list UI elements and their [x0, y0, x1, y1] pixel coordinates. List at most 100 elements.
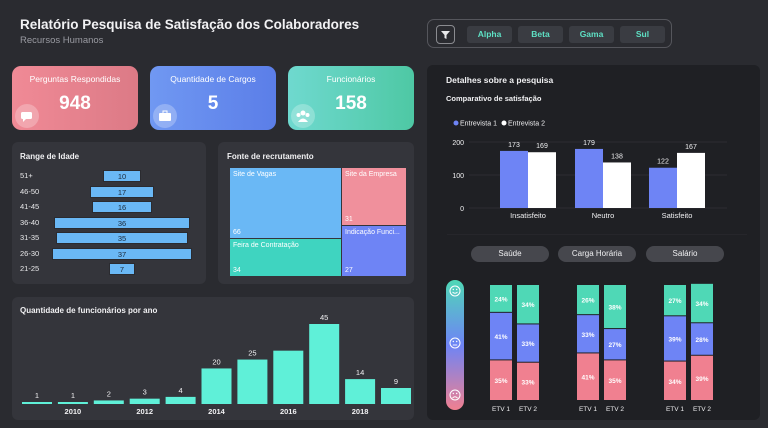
- sad-face-icon: [449, 389, 461, 401]
- legend-label: Entrevista 1: [460, 121, 497, 128]
- age-bar[interactable]: 35: [55, 232, 189, 244]
- comparison-bar-label: 167: [685, 144, 697, 151]
- age-bar[interactable]: 17: [89, 185, 155, 198]
- comparison-bar: [677, 152, 705, 208]
- year-tick-label: 2014: [208, 407, 226, 416]
- comparison-chart: Entrevista 1 Entrevista 2 0 100 200 173 169 Ins…: [447, 120, 747, 235]
- stacked-segment: [664, 361, 686, 400]
- treemap-site-vagas[interactable]: Site de Vagas 66: [230, 168, 341, 238]
- treemap-site-empresa[interactable]: Site da Empresa 31: [342, 168, 406, 225]
- page-subtitle: Recursos Humanos: [20, 35, 104, 46]
- age-bar[interactable]: 36: [53, 216, 191, 229]
- age-range-label: 36-40: [20, 217, 40, 227]
- chat-icon: [15, 104, 39, 128]
- age-range-label: 51+: [20, 171, 33, 180]
- stacked-bar-label: ETV 2: [606, 406, 624, 413]
- year-bar: [237, 359, 268, 404]
- stacked-segment: [691, 355, 713, 400]
- year-tick-label: 2018: [352, 407, 369, 416]
- age-bar[interactable]: 37: [52, 247, 192, 260]
- neutral-face-icon: [449, 337, 461, 349]
- comparison-category-label: Insatisfeito: [510, 211, 546, 220]
- stacked-segment: [577, 353, 599, 400]
- recruit-title: Fonte de recrutamento: [227, 152, 314, 161]
- stacked-bar-label: ETV 1: [492, 406, 510, 413]
- kpi-label: Funcionários: [326, 74, 376, 84]
- stacked-segment-label: 27%: [608, 342, 621, 349]
- group-salario-pill[interactable]: Salário: [646, 246, 724, 262]
- people-icon: [291, 104, 315, 128]
- filter-sul-button[interactable]: Sul: [620, 26, 665, 43]
- page-title: Relatório Pesquisa de Satisfação dos Col…: [20, 17, 360, 32]
- face-eye: [456, 340, 458, 343]
- comparison-bar: [603, 162, 631, 208]
- filter-alpha-button[interactable]: Alpha: [467, 26, 512, 43]
- stacked-segment-label: 26%: [581, 298, 594, 305]
- year-bar: [381, 388, 411, 404]
- treemap-value: 27: [345, 267, 353, 274]
- kpi-value: 948: [59, 93, 91, 114]
- year-bar: [22, 402, 52, 404]
- treemap-label: Feira de Contratação: [233, 242, 299, 249]
- age-range-label: 21-25: [20, 264, 40, 273]
- stacked-segment: [577, 285, 599, 315]
- group-carga-pill[interactable]: Carga Horária: [558, 246, 636, 262]
- treemap-feira[interactable]: Feira de Contratação 34: [230, 239, 341, 276]
- stacked-segment: [517, 324, 539, 362]
- comparison-title: Comparativo de satisfação: [446, 94, 542, 103]
- kpi-value: 158: [335, 93, 367, 114]
- stacked-segment: [490, 360, 512, 400]
- face-eye: [456, 392, 458, 395]
- stacked-segment-label: 34%: [521, 302, 534, 309]
- y-tick-label: 100: [452, 173, 464, 180]
- employees-chart: 1 1 2010 2 3 2012 4 20 2014 25 2016 45 14 2018 9: [22, 313, 411, 416]
- comparison-category-label: Neutro: [592, 211, 615, 220]
- year-bar: [165, 396, 196, 404]
- face-eye: [452, 340, 454, 343]
- stacked-segment: [490, 285, 512, 312]
- filter-beta-button[interactable]: Beta: [518, 26, 563, 43]
- year-bar: [57, 402, 88, 404]
- kpi-label: Perguntas Respondidas: [29, 74, 121, 84]
- year-bar-label: 1: [35, 391, 39, 400]
- y-tick-label: 0: [460, 206, 464, 213]
- kpi-label: Quantidade de Cargos: [170, 74, 256, 84]
- face-eye: [452, 288, 454, 291]
- year-bar-label: 25: [248, 349, 256, 358]
- year-bar-label: 2: [107, 389, 111, 398]
- year-tick-label: 2012: [136, 407, 153, 416]
- legend-dot: [501, 120, 507, 126]
- stacked-segment: [664, 316, 686, 361]
- age-bar[interactable]: 10: [103, 170, 141, 182]
- stacked-segment: [604, 329, 626, 360]
- briefcase-icon: [153, 104, 177, 128]
- comparison-bar-label: 173: [508, 142, 520, 149]
- stacked-segment-label: 39%: [668, 336, 681, 343]
- comparison-bar-label: 179: [583, 140, 595, 147]
- treemap-indicacao[interactable]: Indicação Funci... 27: [342, 226, 406, 276]
- age-bar[interactable]: 7: [108, 263, 136, 275]
- year-bar-label: 4: [179, 386, 183, 395]
- age-bar[interactable]: 16: [91, 201, 153, 213]
- stacked-segment-label: 33%: [521, 341, 534, 348]
- stacked-segment: [490, 312, 512, 360]
- stacked-bar-label: ETV 1: [579, 406, 597, 413]
- treemap-label: Site da Empresa: [345, 171, 397, 178]
- face-eye: [452, 392, 454, 395]
- stacked-segment: [604, 285, 626, 329]
- stacked-segment: [664, 285, 686, 316]
- age-panel: [12, 142, 206, 284]
- kpi-value: 5: [207, 93, 219, 114]
- comparison-category-label: Satisfeito: [662, 211, 693, 220]
- stacked-segment-label: 34%: [695, 301, 708, 308]
- age-range-label: 31-35: [20, 233, 40, 242]
- face-outline: [449, 389, 461, 401]
- stacked-segment: [691, 323, 713, 355]
- face-outline: [449, 337, 461, 349]
- filter-gama-button[interactable]: Gama: [569, 26, 614, 43]
- stacked-segment-label: 34%: [668, 379, 681, 386]
- group-saude-pill[interactable]: Saúde: [471, 246, 549, 262]
- filter-icon[interactable]: [436, 25, 455, 44]
- stacked-segment-label: 28%: [695, 337, 708, 344]
- stacked-segment-label: 35%: [494, 378, 507, 385]
